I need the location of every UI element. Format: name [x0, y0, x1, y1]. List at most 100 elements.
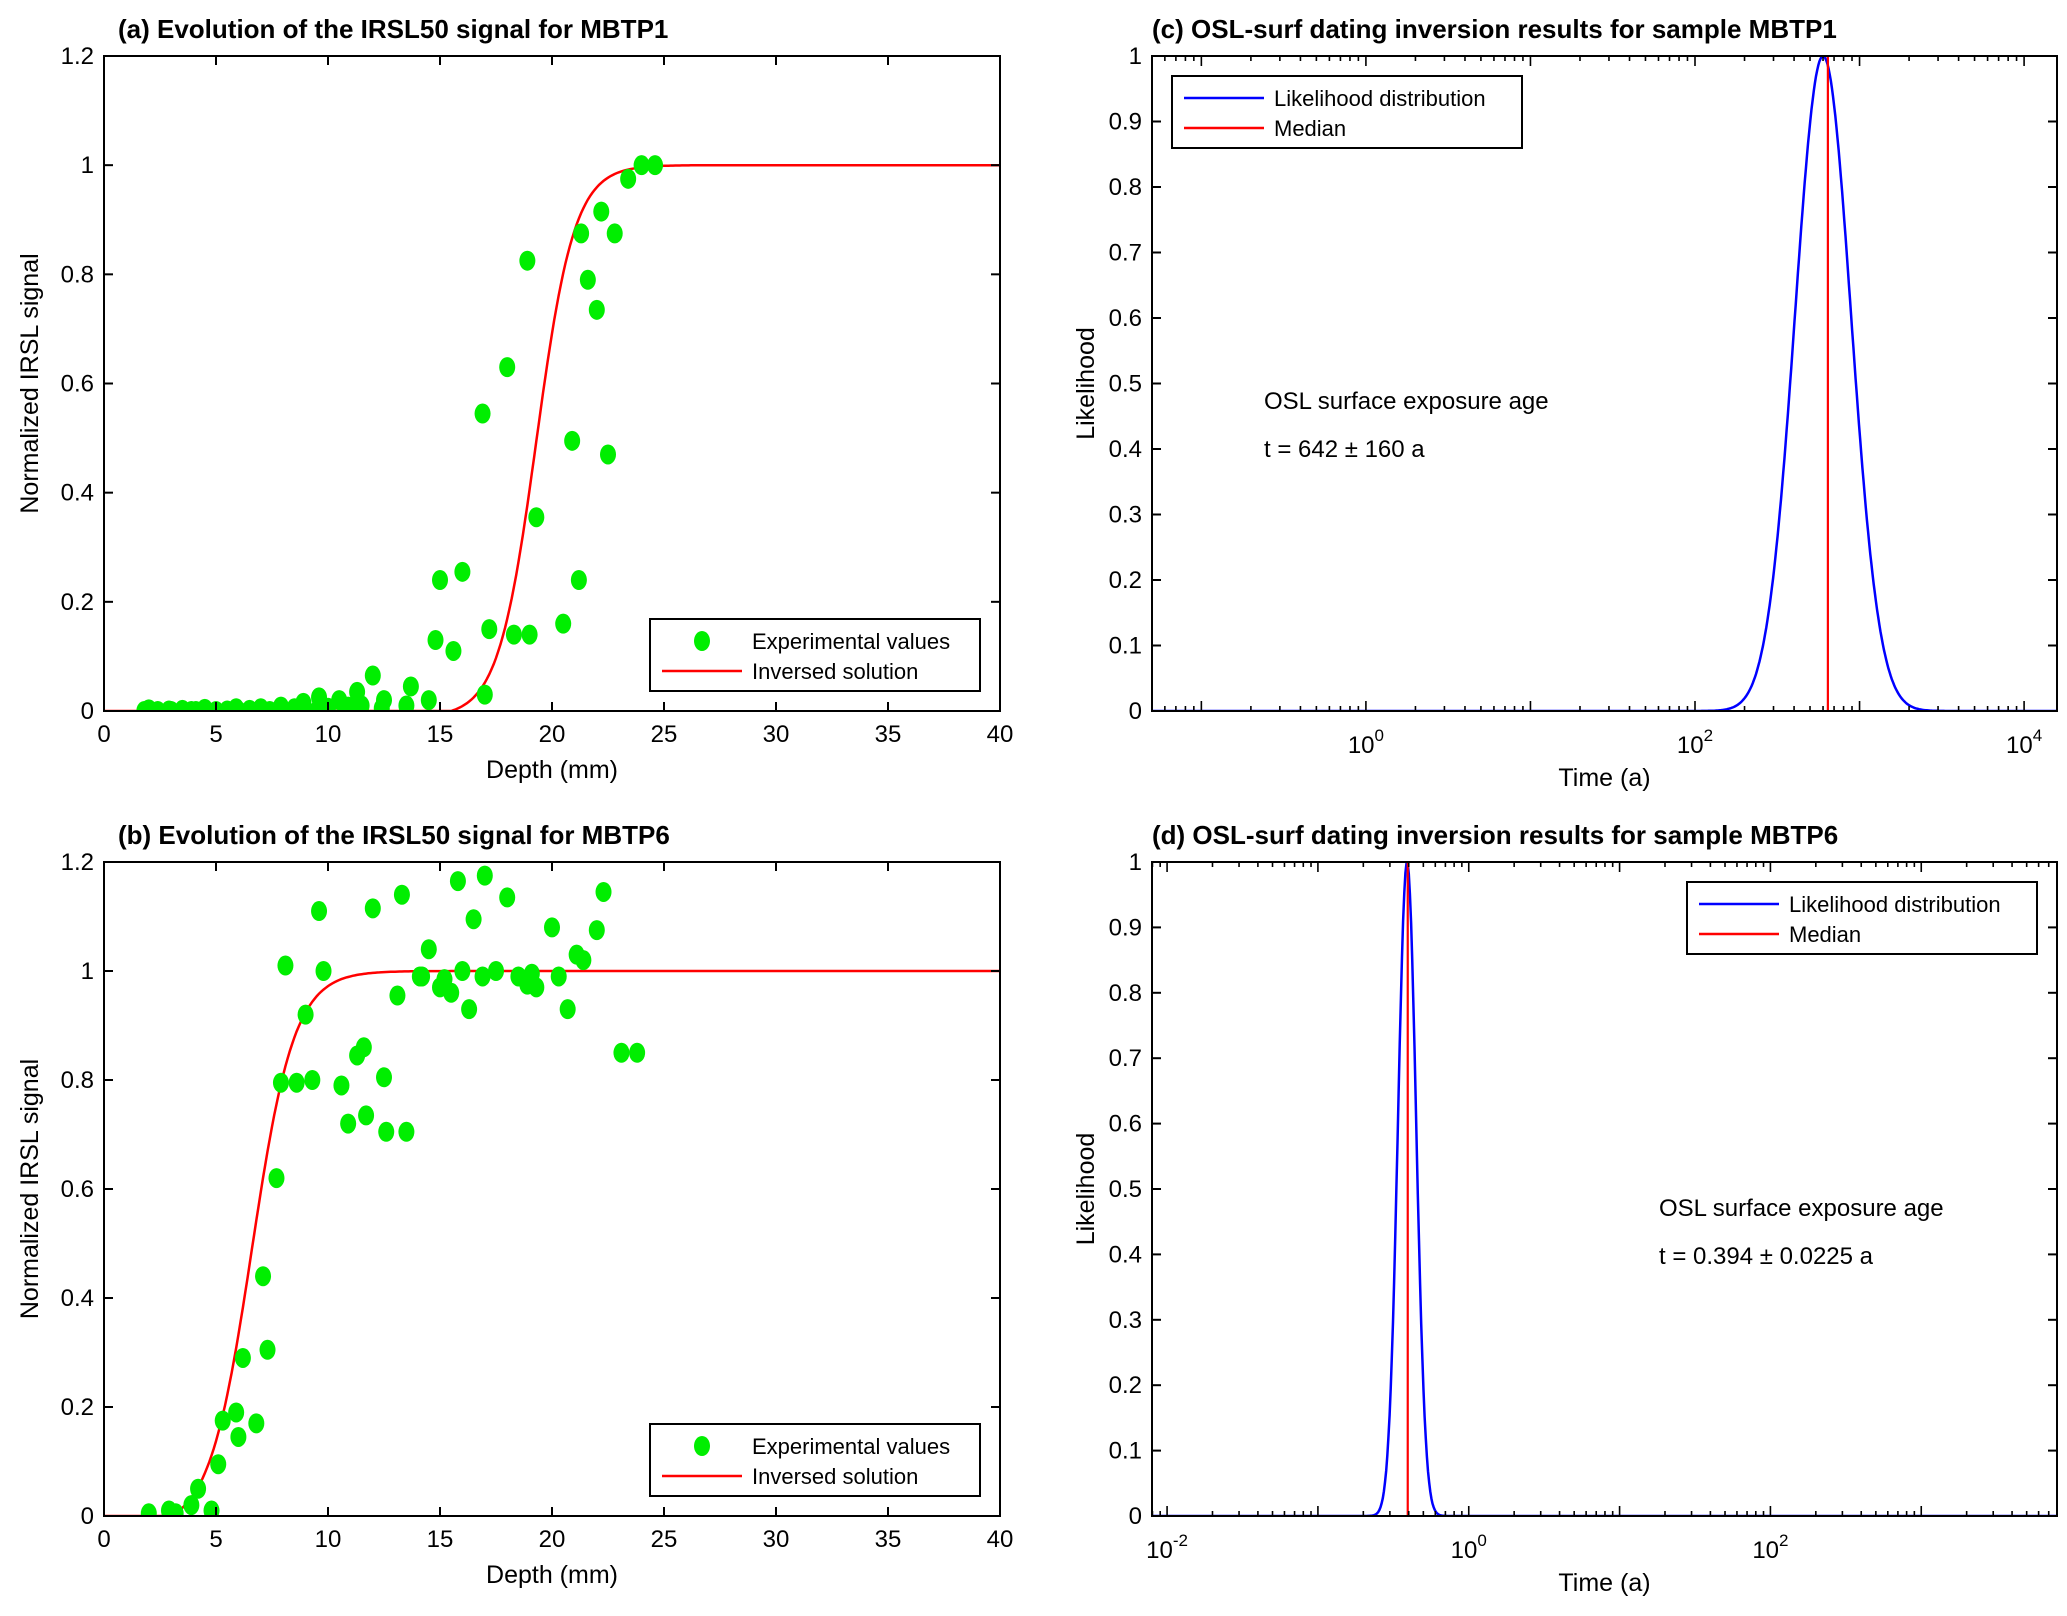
data-point: [476, 684, 493, 705]
data-point: [579, 269, 596, 290]
data-point: [647, 155, 664, 176]
legend: Likelihood distribution Median: [1171, 75, 1523, 149]
x-tick-exponent: 2: [1779, 1531, 1788, 1550]
x-axis-label: Time (a): [1558, 1569, 1650, 1597]
legend-box: [649, 618, 981, 692]
x-tick-label: 5: [209, 721, 222, 748]
data-point: [600, 444, 616, 465]
data-point: [588, 920, 605, 941]
data-point: [364, 665, 381, 686]
x-tick-label: 35: [875, 721, 902, 748]
data-point: [564, 430, 581, 451]
data-point: [378, 1121, 395, 1142]
y-tick-label: 0.5: [1109, 1176, 1142, 1203]
data-point: [633, 155, 650, 176]
y-tick-label: 1: [1129, 43, 1142, 70]
x-tick-label: 25: [651, 721, 678, 748]
x-tick-label: 20: [539, 721, 566, 748]
data-point: [402, 676, 419, 697]
data-point: [454, 961, 471, 981]
x-tick-label: 102: [1752, 1531, 1788, 1564]
y-tick-label: 0.8: [1109, 980, 1142, 1007]
axes-frame: [1151, 861, 2058, 1517]
panel-a: (a) Evolution of the IRSL50 signal for M…: [16, 14, 1013, 784]
data-point: [528, 977, 545, 998]
x-tick-label: 40: [987, 721, 1014, 748]
data-point: [304, 1070, 321, 1090]
data-point: [272, 696, 289, 711]
y-tick-label: 0.8: [1109, 174, 1142, 201]
data-point: [288, 1072, 305, 1093]
x-tick-exponent: 0: [1375, 726, 1384, 745]
data-point: [573, 223, 590, 244]
data-point: [595, 881, 612, 902]
x-tick-label: 10: [315, 1526, 342, 1553]
data-point: [420, 939, 437, 960]
data-point: [183, 1495, 200, 1516]
data-point: [340, 1113, 357, 1134]
x-tick-label: 30: [763, 721, 790, 748]
x-tick-label: 0: [97, 721, 110, 748]
x-tick-label: 20: [539, 1526, 566, 1553]
y-tick-label: 0.1: [1109, 1438, 1142, 1465]
legend-label: Inversed solution: [752, 659, 918, 684]
data-point: [277, 955, 294, 976]
x-tick-label: 104: [2006, 726, 2042, 759]
legend-label: Likelihood distribution: [1789, 892, 2001, 917]
chart-title: (c) OSL-surf dating inversion results fo…: [1152, 14, 1837, 44]
y-tick-label: 0.4: [1109, 1241, 1142, 1268]
data-point: [376, 690, 392, 711]
chart-title: (a) Evolution of the IRSL50 signal for M…: [118, 14, 668, 44]
x-tick-label: 35: [875, 1526, 902, 1553]
data-point: [167, 1503, 184, 1516]
legend-label: Median: [1789, 922, 1861, 947]
data-point: [519, 250, 536, 271]
data-point: [488, 961, 504, 981]
y-tick-label: 0.4: [61, 480, 94, 507]
y-tick-label: 0.7: [1109, 240, 1142, 267]
data-point: [499, 357, 516, 378]
x-tick-base: 10: [1451, 1537, 1478, 1564]
data-point: [445, 640, 462, 661]
y-tick-label: 0.8: [61, 1067, 94, 1094]
fit-curve: [104, 163, 1000, 711]
data-point: [465, 909, 482, 930]
y-axis-label: Likelihood: [1072, 1133, 1100, 1246]
data-point: [521, 624, 538, 645]
annotation-title: OSL surface exposure age: [1659, 1195, 1944, 1222]
panel-c: (c) OSL-surf dating inversion results fo…: [1072, 14, 2058, 792]
y-tick-label: 1: [81, 958, 94, 985]
y-tick-label: 0.6: [61, 371, 94, 398]
data-point: [311, 901, 328, 922]
y-tick-label: 0: [1129, 1503, 1142, 1530]
data-point: [588, 299, 605, 320]
y-tick-label: 1: [81, 152, 94, 179]
x-tick-base: 10: [1677, 732, 1704, 759]
y-tick-label: 0.6: [61, 1176, 94, 1203]
data-point: [559, 999, 576, 1020]
y-tick-label: 0.2: [1109, 567, 1142, 594]
x-tick-label: 102: [1677, 726, 1713, 759]
data-point: [544, 917, 560, 938]
y-tick-label: 0: [81, 698, 94, 725]
legend-marker: [694, 1436, 710, 1456]
legend: Experimental values Inversed solution: [649, 1423, 981, 1497]
data-point: [248, 1413, 265, 1434]
fit-curve: [104, 969, 1000, 1516]
data-point: [140, 1503, 157, 1516]
x-tick-label: 30: [763, 1526, 790, 1553]
likelihood-curve: [1152, 862, 2057, 1516]
data-point: [389, 985, 406, 1006]
data-point: [449, 871, 466, 892]
data-point: [474, 966, 491, 987]
y-tick-label: 0.4: [61, 1285, 94, 1312]
x-axis-label: Time (a): [1558, 764, 1650, 792]
data-point: [443, 982, 460, 1003]
data-point: [620, 168, 637, 189]
data-point: [214, 1410, 231, 1431]
legend: Likelihood distribution Median: [1686, 881, 2038, 955]
data-point: [393, 884, 410, 905]
data-point: [353, 695, 370, 711]
data-point: [528, 507, 545, 528]
